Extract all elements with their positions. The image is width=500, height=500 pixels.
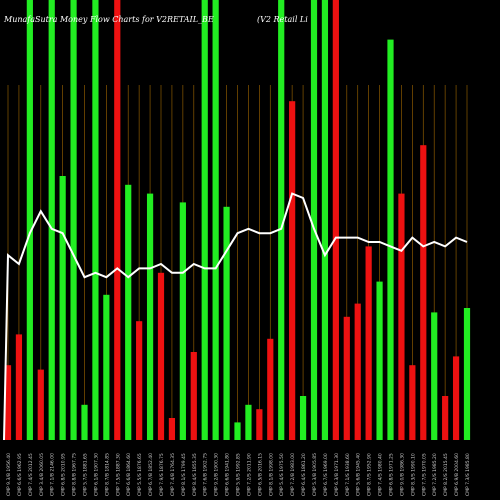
bar xyxy=(81,404,88,440)
x-tick-label: CMP 7.1/S 1938.60 xyxy=(345,453,351,496)
bar xyxy=(332,0,339,440)
bar xyxy=(103,294,110,440)
x-tick-label: CMP 8.7/B 1814.85 xyxy=(104,453,110,496)
x-tick-label: CMP 6.3/B 1971.30 xyxy=(334,453,340,496)
x-tick-label: CMP 6.9/B 2004.60 xyxy=(454,453,460,496)
x-tick-label: CMP 7.9/S 1876.75 xyxy=(159,453,165,496)
x-tick-label: CMP 9.3/B 1956.40 xyxy=(6,453,12,496)
bar xyxy=(15,334,23,440)
line-series xyxy=(3,192,468,441)
bar xyxy=(245,404,252,440)
x-tick-label: CMP 8.2/S 2015.45 xyxy=(443,453,449,496)
bar xyxy=(179,202,186,440)
bar xyxy=(267,338,274,440)
bar xyxy=(201,0,208,440)
bar xyxy=(223,206,230,440)
bar-series xyxy=(4,0,471,440)
bar xyxy=(92,0,99,440)
x-tick-label: CMP 9.0/B 1986.30 xyxy=(399,453,405,496)
bar xyxy=(387,39,394,440)
x-tick-label: CMP 6.5/B 2016.15 xyxy=(257,453,263,496)
bar xyxy=(398,193,405,440)
x-tick-label: CMP 7.2/B 1983.00 xyxy=(290,453,296,496)
x-tick-label: CMP 8.1/B 1998.00 xyxy=(268,453,274,496)
bar xyxy=(376,281,383,440)
x-tick-label: CMP 6.4/S 1861.20 xyxy=(301,453,307,496)
bar xyxy=(234,422,241,440)
bar xyxy=(146,193,154,440)
x-tick-label: CMP 5.7/S 1881.65 xyxy=(83,453,89,496)
bar xyxy=(299,396,307,440)
x-tick-label: CMP 6.6/B 1941.80 xyxy=(225,453,231,496)
bar xyxy=(125,184,132,440)
x-tick-label: CMP 8.8/B 1967.75 xyxy=(72,453,78,496)
x-tick-label: CMP 6.7/S 1969.00 xyxy=(323,453,329,496)
chart-subtitle: (V2 Retail Li xyxy=(257,15,308,24)
bar xyxy=(37,369,44,440)
bar xyxy=(26,0,33,440)
bar xyxy=(168,418,176,440)
bar xyxy=(463,308,471,440)
x-tick-label: CMP 7.7/S 1970.05 xyxy=(421,453,427,496)
bar xyxy=(256,409,263,440)
x-tick-label: CMP 7.1/B 2146.00 xyxy=(50,453,56,496)
x-tick-label: CMP 5.5/S 1876.65 xyxy=(137,453,143,496)
x-tick-labels: CMP 9.3/B 1956.40 CMP 6.6/S 1962.95 CMP 7.… xyxy=(6,453,471,496)
bar xyxy=(278,0,285,440)
x-tick-label: CMP 7.4/S 2012.45 xyxy=(28,453,34,496)
bar xyxy=(289,101,296,440)
bar xyxy=(431,312,438,440)
x-tick-label: CMP 5.9/S 1992.85 xyxy=(236,453,242,496)
money-flow-line xyxy=(3,192,468,441)
bar xyxy=(354,303,361,440)
x-tick-label: CMP 7.6/B 1902.75 xyxy=(203,453,209,496)
x-tick-label: CMP 7.3/S 1985.80 xyxy=(465,453,471,496)
bar xyxy=(136,321,143,440)
bar xyxy=(310,0,318,440)
x-tick-label: CMP 8.3/S 1990.10 xyxy=(410,453,416,496)
x-tick-label: CMP 6.8/S 2010.95 xyxy=(61,453,67,496)
bar xyxy=(420,145,427,440)
x-tick-label: CMP 6.6/B 1864.60 xyxy=(126,453,132,496)
bar xyxy=(212,0,219,440)
x-tick-label: CMP 6.1/B 1907.30 xyxy=(93,453,99,496)
bar xyxy=(409,365,416,440)
bar xyxy=(190,352,197,440)
bar xyxy=(157,272,165,440)
bar xyxy=(343,316,350,440)
x-tick-label: CMP 6.7/B 1852.40 xyxy=(148,453,154,496)
x-tick-label: CMP 6.8/S 1971.25 xyxy=(389,453,395,496)
bar xyxy=(70,0,77,440)
x-tick-label: CMP 7.5/S 1887.30 xyxy=(115,453,121,496)
x-tick-label: CMP 7.4/S 1980.40 xyxy=(378,453,384,496)
x-tick-label: CMP 9.2/B 1900.30 xyxy=(214,453,220,496)
x-tick-label: CMP 3.4/B 2060.05 xyxy=(39,453,45,496)
bar xyxy=(321,0,329,440)
x-tick-label: CMP 8.1/S 1799.45 xyxy=(181,453,187,496)
bar xyxy=(365,246,372,440)
x-tick-label: CMP 7.4/B 1764.35 xyxy=(170,453,176,496)
x-tick-label: CMP 5.3/B 1905.85 xyxy=(312,453,318,496)
bar xyxy=(59,176,66,440)
x-tick-label: CMP 8.4/S 1855.35 xyxy=(192,453,198,496)
x-tick-label: CMP 5.6/B 1945.40 xyxy=(356,453,362,496)
x-tick-label: CMP 6.6/S 1962.95 xyxy=(17,453,23,496)
x-tick-label: CMP 5.4/S 1975.50 xyxy=(279,453,285,496)
bar xyxy=(114,0,121,440)
x-tick-label: CMP 7.2/S 2011.90 xyxy=(246,453,252,496)
bar xyxy=(48,0,55,440)
bar xyxy=(4,365,12,440)
bar xyxy=(452,356,460,440)
chart-title: MunafaSutra Money Flow Charts for V2RETA… xyxy=(3,15,214,24)
x-tick-label: CMP 8.7/S 1952.90 xyxy=(367,453,373,496)
bar xyxy=(442,396,449,440)
x-tick-label: CMP 7.2/S 1985.20 xyxy=(432,453,438,496)
